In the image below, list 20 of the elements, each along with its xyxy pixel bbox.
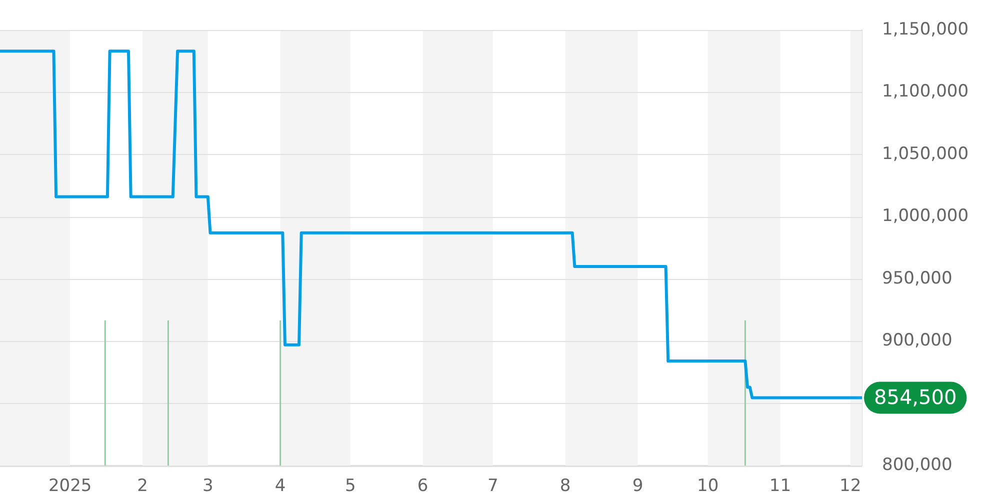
x-tick-label: 10 bbox=[697, 476, 719, 496]
y-tick-label: 1,100,000 bbox=[882, 82, 969, 102]
y-tick-label: 950,000 bbox=[882, 268, 952, 288]
x-tick-label: 8 bbox=[560, 476, 571, 496]
x-tick-label: 7 bbox=[487, 476, 498, 496]
y-tick-label: 800,000 bbox=[882, 455, 952, 476]
x-tick-label: 2 bbox=[137, 476, 148, 496]
x-tick-label: 6 bbox=[417, 476, 428, 496]
text: 854,500 bbox=[874, 384, 957, 409]
x-tick-label: 2025 bbox=[48, 476, 92, 496]
y-tick-label: 1,000,000 bbox=[882, 206, 969, 226]
y-tick-label: 1,050,000 bbox=[882, 144, 969, 164]
x-tick-label: 12 bbox=[840, 476, 862, 496]
x-tick-label: 4 bbox=[274, 476, 286, 496]
x-tick-label: 5 bbox=[344, 476, 356, 496]
x-tick-label: 3 bbox=[202, 476, 214, 496]
y-tick-label: 1,150,000 bbox=[882, 19, 969, 40]
x-tick-label: 9 bbox=[632, 476, 644, 496]
x-tick-label: 11 bbox=[769, 476, 792, 496]
y-tick-label: 900,000 bbox=[882, 330, 952, 351]
